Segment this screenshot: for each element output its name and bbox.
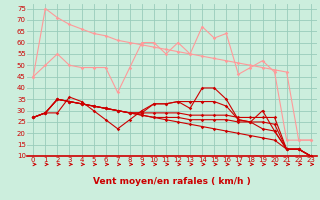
- X-axis label: Vent moyen/en rafales ( km/h ): Vent moyen/en rafales ( km/h ): [93, 177, 251, 186]
